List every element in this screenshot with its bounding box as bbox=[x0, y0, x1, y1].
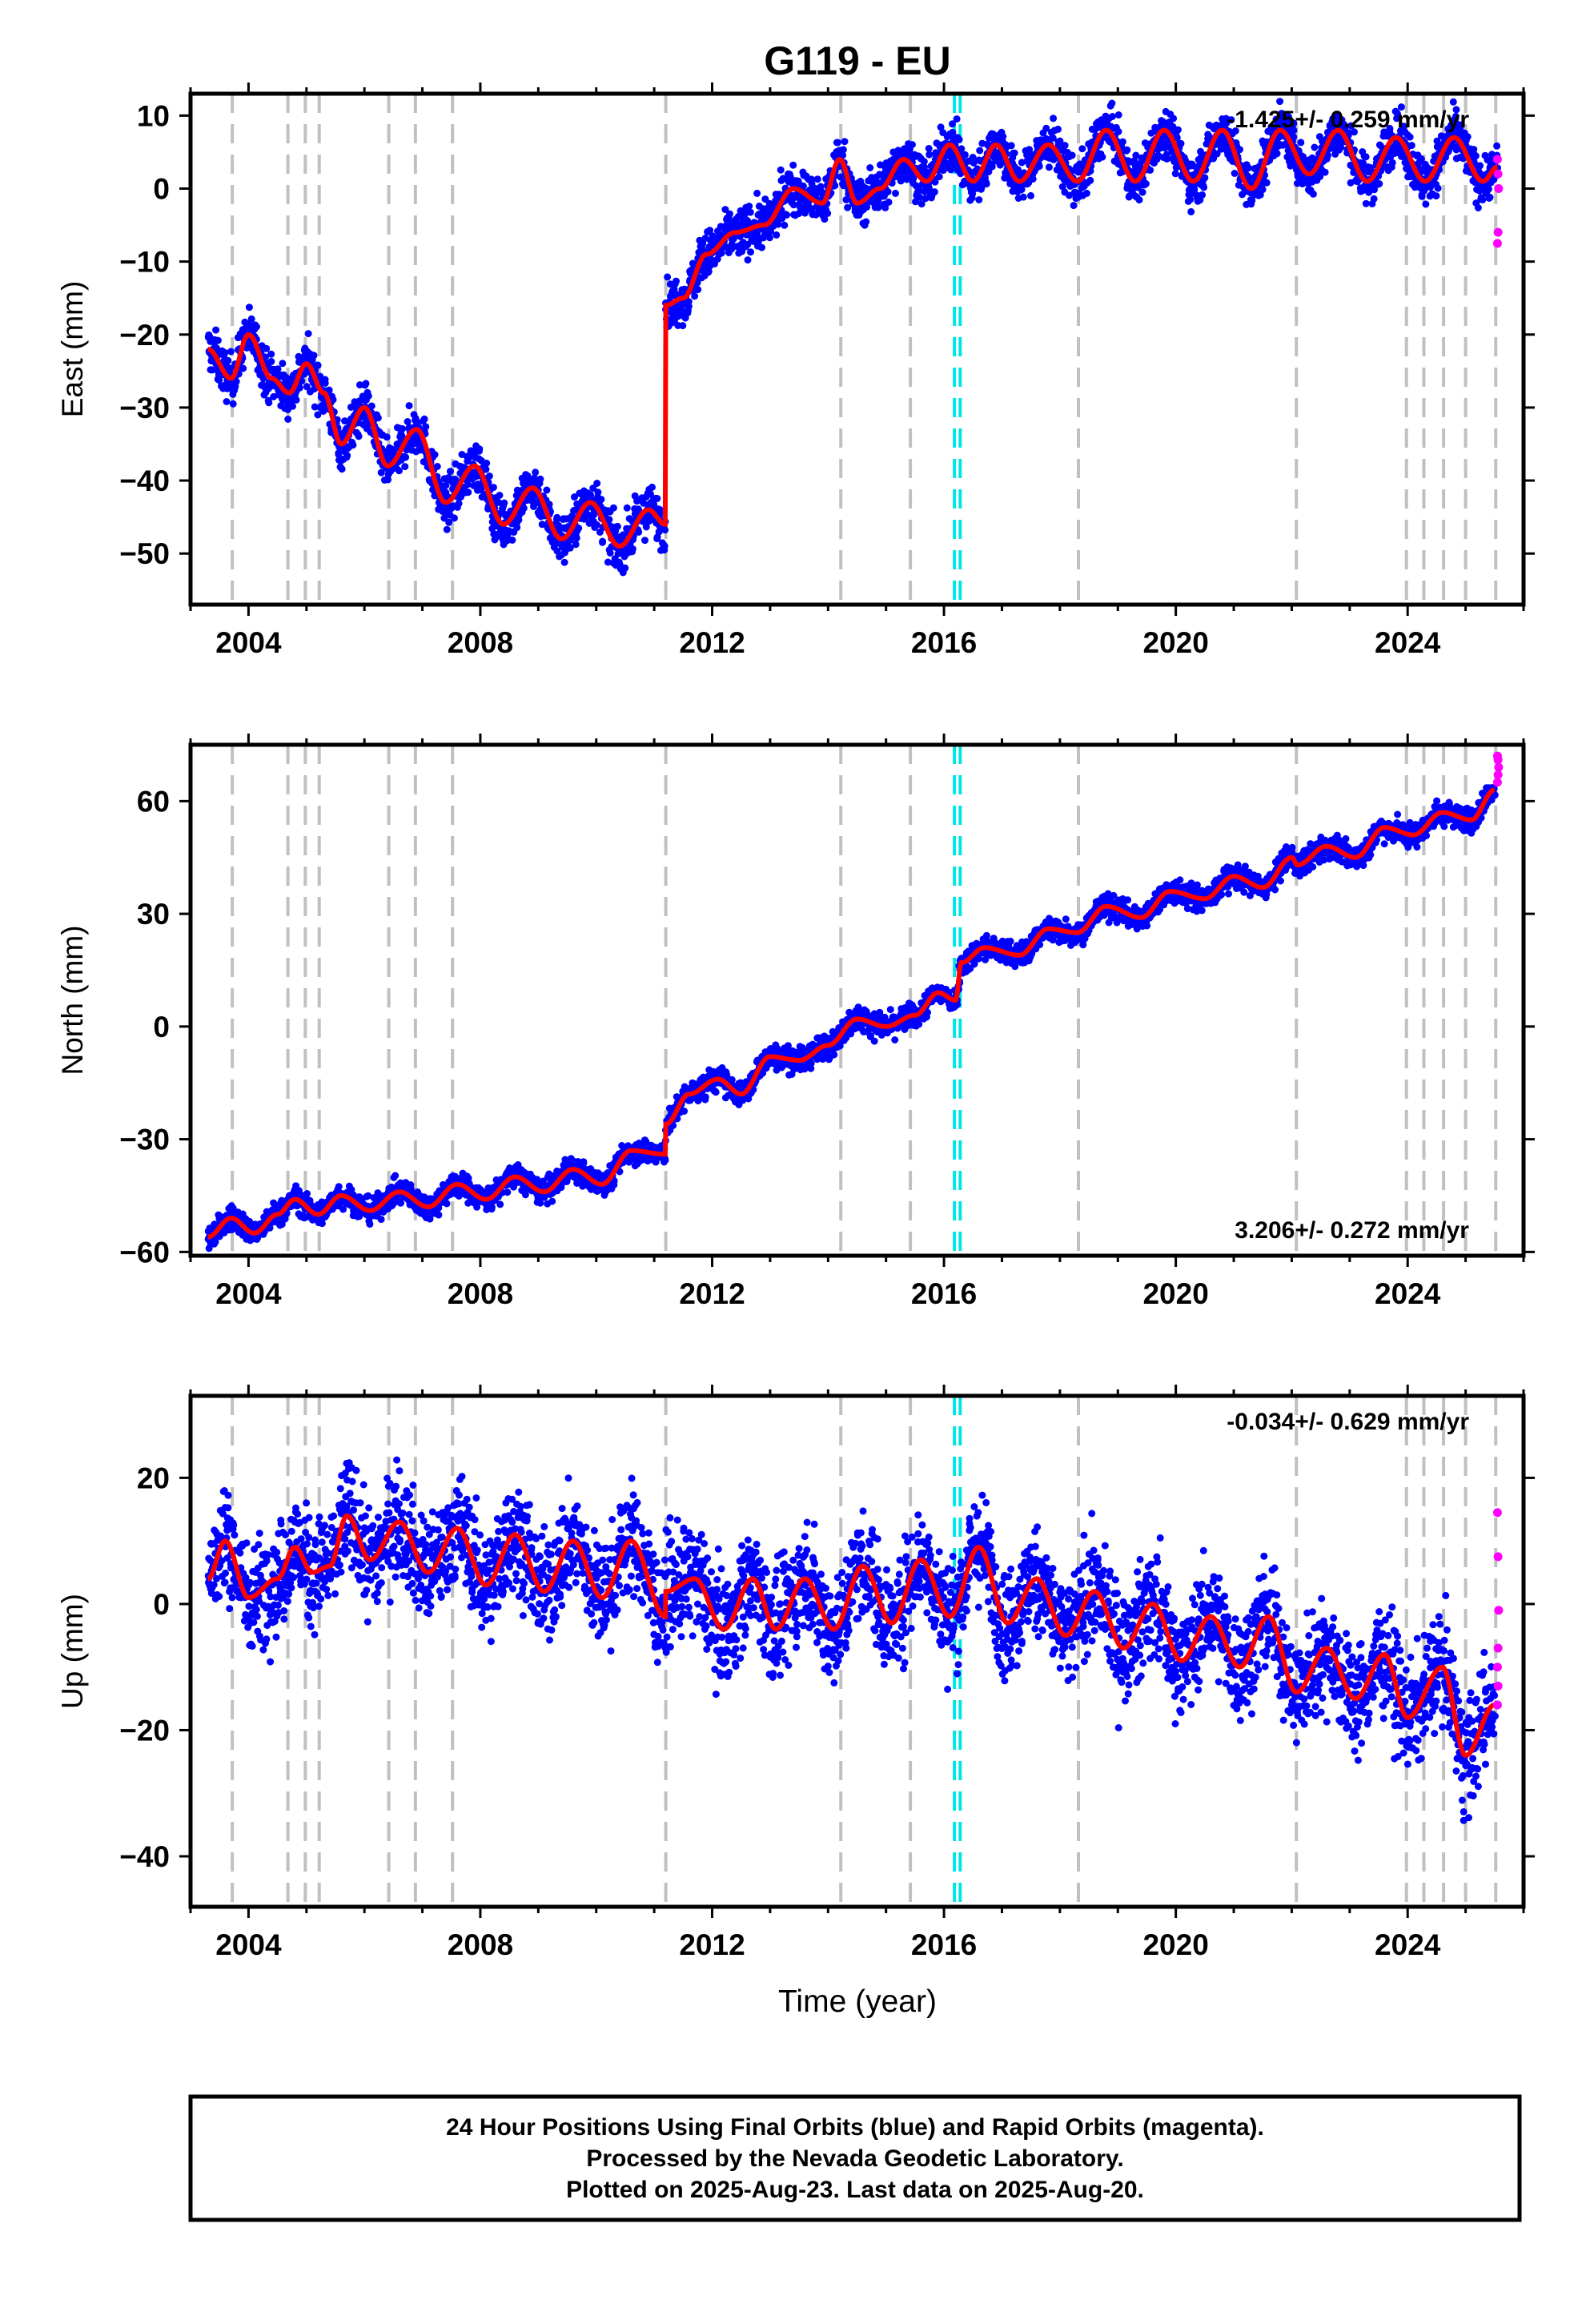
x-tick-label: 2012 bbox=[679, 1928, 745, 1961]
rapid-orbit-point bbox=[1494, 762, 1504, 772]
caption-line-2: Processed by the Nevada Geodetic Laborat… bbox=[586, 2145, 1123, 2172]
y-tick-label: 60 bbox=[137, 785, 170, 818]
x-tick-label: 2004 bbox=[215, 626, 282, 659]
final-orbit-points bbox=[204, 784, 1499, 1252]
velocity-label: 3.206+/- 0.272 mm/yr bbox=[1235, 1217, 1469, 1244]
rapid-orbit-point bbox=[1494, 1606, 1504, 1615]
plot-area bbox=[204, 94, 1504, 605]
y-tick-label: 20 bbox=[137, 1462, 170, 1494]
rapid-orbit-point bbox=[1493, 1681, 1503, 1691]
x-tick-label: 2008 bbox=[448, 626, 513, 659]
x-tick-label: 2020 bbox=[1142, 1277, 1208, 1310]
x-tick-label: 2012 bbox=[679, 626, 745, 659]
y-tick-label: −10 bbox=[119, 246, 170, 279]
rapid-orbit-point bbox=[1493, 1552, 1503, 1562]
y-tick-label: −20 bbox=[119, 319, 170, 352]
x-tick-label: 2016 bbox=[911, 1277, 977, 1310]
caption-frame bbox=[188, 2094, 1522, 2222]
caption-line-3: Plotted on 2025-Aug-23. Last data on 202… bbox=[566, 2177, 1144, 2203]
rapid-orbit-point bbox=[1492, 751, 1502, 761]
y-tick-label: −60 bbox=[119, 1236, 170, 1269]
panel-frame bbox=[188, 1393, 1526, 1909]
x-tick-label: 2012 bbox=[679, 1277, 745, 1310]
x-tick-label: 2008 bbox=[448, 1928, 513, 1961]
y-tick-label: −50 bbox=[119, 537, 170, 570]
model-fit-line bbox=[207, 1513, 1495, 1759]
x-tick-label: 2004 bbox=[215, 1277, 282, 1310]
y-axis-label: Up (mm) bbox=[56, 1594, 89, 1709]
rapid-orbit-point bbox=[1494, 183, 1504, 193]
plot-area bbox=[204, 1396, 1504, 1907]
rapid-orbit-point bbox=[1492, 1663, 1502, 1672]
model-fit-line bbox=[207, 127, 1498, 549]
x-tick-label: 2016 bbox=[911, 1928, 977, 1961]
x-tick-label: 2024 bbox=[1375, 626, 1441, 659]
panel-frame bbox=[188, 742, 1526, 1258]
east-panel: 2004 2008 2012 2016 2020 2024 10 0 −10 −20 −30 −40 −… bbox=[56, 82, 1535, 659]
rapid-orbit-point bbox=[1493, 1643, 1503, 1653]
rapid-orbit-point bbox=[1492, 778, 1502, 787]
up-panel: 2004 2008 2012 2016 2020 2024 20 0 −20 −40 Up (mm)… bbox=[56, 1385, 1535, 1961]
rapid-orbit-point bbox=[1493, 169, 1503, 179]
x-tick-label: 2008 bbox=[448, 1277, 513, 1310]
y-tick-label: 0 bbox=[153, 1588, 170, 1621]
y-tick-label: 0 bbox=[153, 1011, 170, 1043]
model-fit-line bbox=[207, 787, 1496, 1240]
x-tick-label: 2024 bbox=[1375, 1928, 1441, 1961]
rapid-orbit-point bbox=[1492, 239, 1502, 248]
y-axis-label: North (mm) bbox=[56, 925, 89, 1075]
x-axis-label: Time (year) bbox=[778, 1984, 937, 2019]
x-tick-label: 2020 bbox=[1142, 626, 1208, 659]
y-axis-label: East (mm) bbox=[56, 281, 89, 418]
velocity-label: -0.034+/- 0.629 mm/yr bbox=[1227, 1409, 1469, 1435]
rapid-orbit-point bbox=[1492, 1700, 1502, 1710]
y-tick-label: −30 bbox=[119, 392, 170, 424]
rapid-orbit-point bbox=[1493, 770, 1503, 780]
plot-area bbox=[204, 745, 1504, 1256]
figure-title: G119 - EU bbox=[764, 38, 950, 83]
x-tick-label: 2024 bbox=[1375, 1277, 1441, 1310]
x-tick-label: 2004 bbox=[215, 1928, 282, 1961]
rapid-orbit-point bbox=[1492, 155, 1502, 164]
caption-box: 24 Hour Positions Using Final Orbits (bl… bbox=[188, 2094, 1522, 2222]
velocity-label: -1.425+/- 0.259 mm/yr bbox=[1227, 107, 1469, 133]
x-tick-label: 2016 bbox=[911, 626, 977, 659]
y-tick-label: −30 bbox=[119, 1124, 170, 1156]
final-orbit-points bbox=[204, 1456, 1499, 1824]
y-tick-label: −40 bbox=[119, 1840, 170, 1873]
panel-frame bbox=[188, 91, 1526, 607]
north-panel: 2004 2008 2012 2016 2020 2024 60 30 0 −30 −60 North… bbox=[56, 734, 1535, 1310]
caption-line-1: 24 Hour Positions Using Final Orbits (bl… bbox=[446, 2114, 1264, 2141]
rapid-orbit-point bbox=[1493, 227, 1503, 237]
y-tick-label: −40 bbox=[119, 464, 170, 497]
y-tick-label: 10 bbox=[137, 99, 170, 132]
y-tick-label: 0 bbox=[153, 172, 170, 205]
rapid-orbit-point bbox=[1492, 1508, 1502, 1518]
y-tick-label: −20 bbox=[119, 1714, 170, 1747]
x-tick-label: 2020 bbox=[1142, 1928, 1208, 1961]
y-tick-label: 30 bbox=[137, 898, 170, 931]
